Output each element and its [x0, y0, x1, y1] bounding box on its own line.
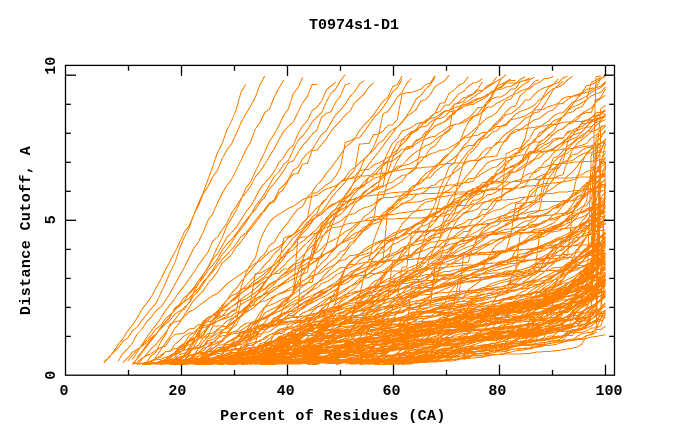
svg-text:80: 80 — [488, 383, 506, 400]
svg-text:Distance Cutoff, A: Distance Cutoff, A — [18, 146, 35, 315]
svg-text:100: 100 — [595, 383, 622, 400]
svg-text:0: 0 — [59, 383, 68, 400]
svg-text:5: 5 — [43, 215, 60, 224]
svg-text:10: 10 — [43, 57, 60, 75]
svg-text:0: 0 — [43, 371, 60, 380]
svg-text:T0974s1-D1: T0974s1-D1 — [309, 17, 399, 34]
svg-text:40: 40 — [277, 383, 295, 400]
svg-text:60: 60 — [382, 383, 400, 400]
svg-text:Percent of Residues (CA): Percent of Residues (CA) — [220, 408, 446, 425]
svg-text:20: 20 — [168, 383, 186, 400]
